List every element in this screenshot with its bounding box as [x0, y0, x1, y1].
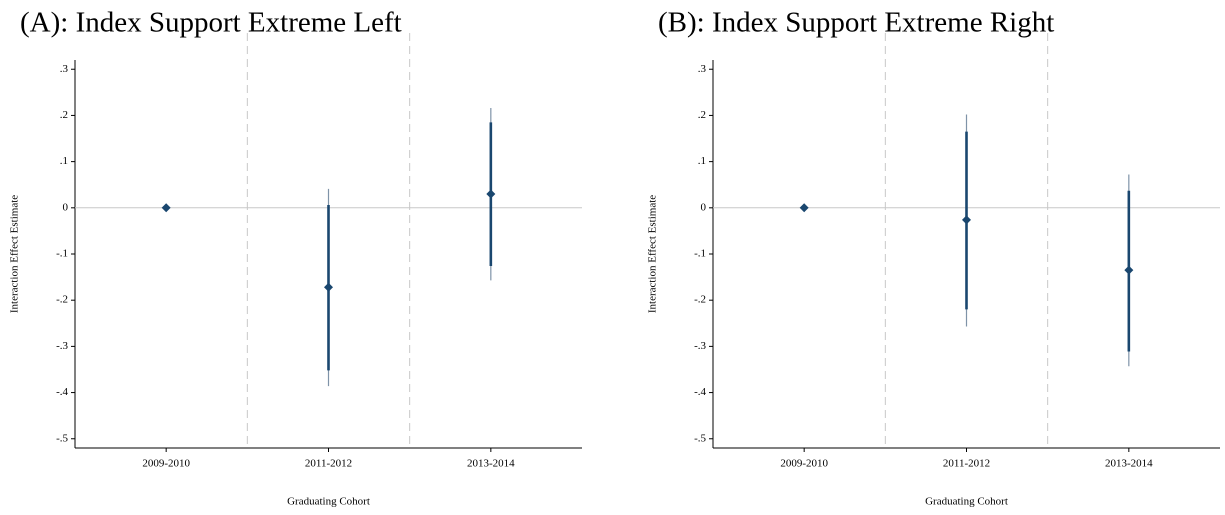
point-estimate [962, 215, 971, 225]
x-axis-label: Graduating Cohort [287, 496, 370, 508]
y-tick-label: -.2 [56, 294, 68, 306]
y-tick-label: .3 [698, 63, 707, 75]
point-estimate [486, 189, 496, 199]
y-tick-label: .2 [698, 109, 706, 121]
point-estimate [324, 282, 333, 292]
x-tick-label: 2011-2012 [305, 458, 352, 470]
y-tick-label: -.3 [56, 340, 68, 352]
y-tick-label: -.2 [694, 294, 706, 306]
y-tick-label: -.1 [56, 248, 68, 260]
chart-title: (B): Index Support Extreme Right [658, 7, 1054, 39]
point-estimate [161, 203, 171, 213]
chart-title: (A): Index Support Extreme Left [20, 7, 402, 39]
x-tick-label: 2011-2012 [943, 458, 990, 470]
y-tick-label: 0 [63, 201, 69, 213]
y-tick-label: .3 [60, 63, 69, 75]
x-tick-label: 2009-2010 [780, 458, 828, 470]
y-tick-label: -.4 [56, 386, 68, 398]
y-tick-label: -.4 [694, 386, 706, 398]
x-tick-label: 2009-2010 [142, 458, 190, 470]
x-tick-label: 2013-2014 [467, 458, 515, 470]
x-tick-label: 2013-2014 [1105, 458, 1153, 470]
point-estimate [1124, 265, 1134, 275]
y-tick-label: -.5 [56, 432, 68, 444]
y-tick-label: -.1 [694, 248, 706, 260]
y-tick-label: .1 [60, 155, 68, 167]
y-tick-label: -.3 [694, 340, 706, 352]
x-axis-label: Graduating Cohort [925, 496, 1008, 508]
y-axis-label: Interaction Effect Estimate [647, 195, 659, 313]
point-estimate [799, 203, 809, 213]
y-tick-label: .2 [60, 109, 68, 121]
y-tick-label: .1 [698, 155, 706, 167]
y-tick-label: -.5 [694, 432, 706, 444]
y-axis-label: Interaction Effect Estimate [9, 195, 21, 313]
y-tick-label: 0 [701, 201, 707, 213]
